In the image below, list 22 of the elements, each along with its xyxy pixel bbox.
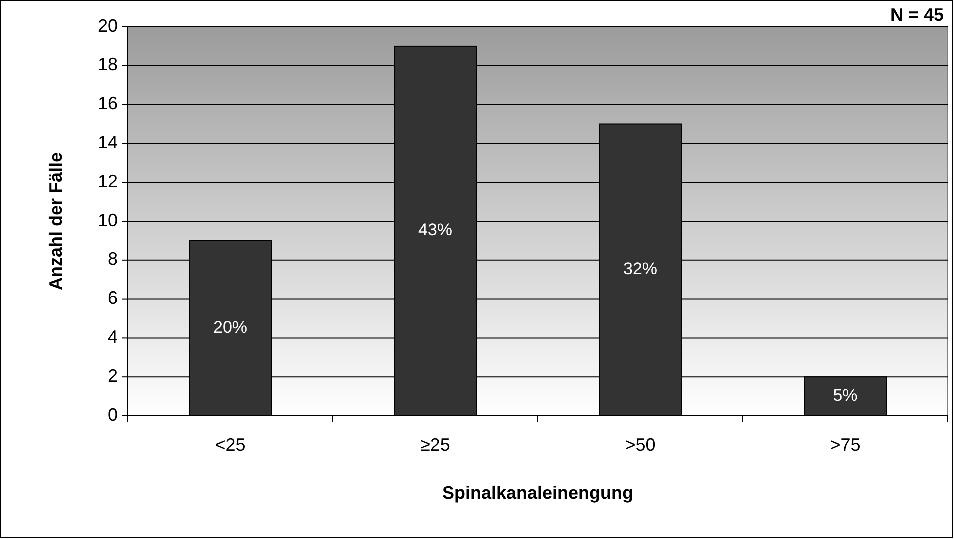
- y-tick-label: 20: [98, 16, 118, 36]
- annotation: 5%: [833, 386, 858, 406]
- x-tick-label: >75: [830, 435, 861, 455]
- x-tick-label: >50: [625, 435, 656, 455]
- y-tick-label: 4: [108, 326, 118, 347]
- y-tick-label: 14: [98, 132, 118, 152]
- y-tick-label: 8: [108, 249, 118, 270]
- x-tick-label: <25: [215, 435, 246, 455]
- y-tick-label: 2: [108, 366, 118, 386]
- x-axis-title: Spinalkanaleinengung: [442, 483, 634, 503]
- annotation: 20%: [213, 318, 248, 337]
- y-tick-label: 16: [98, 94, 118, 114]
- y-axis-title: Anzahl der Fälle: [46, 152, 66, 291]
- y-tick-label: 18: [98, 54, 118, 75]
- annotation: 32%: [623, 260, 658, 279]
- x-tick-label: ≥25: [420, 435, 450, 455]
- text: N = 45: [890, 5, 944, 25]
- y-tick-label: 6: [108, 288, 118, 308]
- y-tick-label: 10: [98, 210, 118, 230]
- y-tick-label: 12: [98, 171, 118, 192]
- y-tick-label: 0: [108, 404, 118, 425]
- annotation: 43%: [418, 220, 453, 240]
